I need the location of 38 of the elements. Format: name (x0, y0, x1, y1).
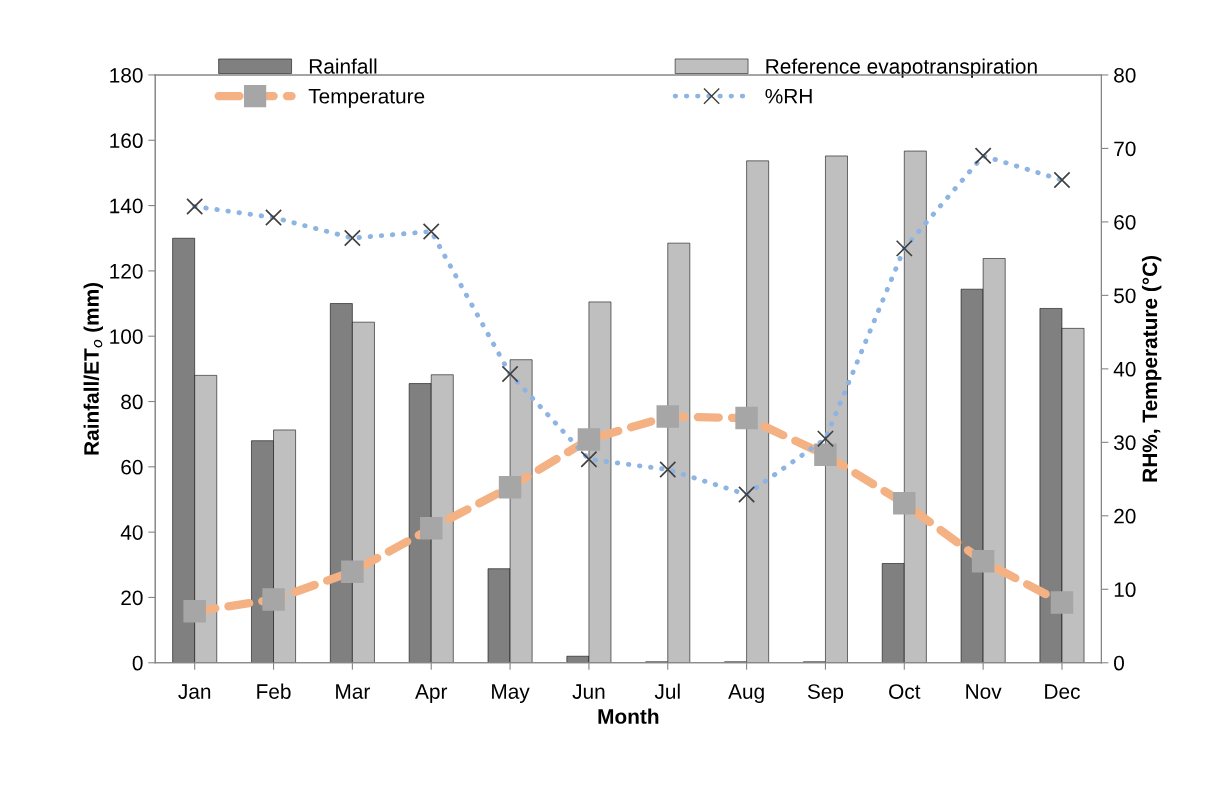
y-tick-label: 40 (120, 525, 143, 540)
y-tick-label: 20 (121, 590, 143, 606)
x-axis-title: Month (598, 708, 659, 724)
y2-axis-title: RH%, Temperature (°C) (1141, 255, 1162, 482)
x-tick-label: Oct (889, 684, 921, 699)
x-tick-label: Mar (336, 684, 370, 699)
y-tick-label: 60 (121, 459, 143, 475)
y2-tick-label: 20 (1114, 508, 1136, 524)
y2-tick-label: 70 (1114, 141, 1136, 157)
x-tick-label: Jun (572, 684, 605, 699)
y-tick-label: 100 (110, 329, 143, 344)
y-tick-label: 140 (110, 198, 143, 214)
x-tick-label: Jan (178, 684, 211, 699)
y2-tick-label: 0 (1114, 655, 1124, 671)
x-tick-label: Sep (807, 684, 844, 704)
legend-label: Temperature (308, 89, 425, 108)
y2-tick-label: 10 (1114, 582, 1136, 598)
x-tick-label: Apr (415, 684, 448, 704)
legend-label: Reference evapotranspiration (766, 58, 1037, 78)
x-tick-label: Feb (257, 683, 291, 699)
x-tick-label: Nov (966, 684, 1002, 699)
y-tick-label: 0 (132, 655, 143, 671)
x-tick-label: Aug (728, 684, 764, 704)
y2-tick-label: 50 (1114, 288, 1136, 304)
y-tick-label: 180 (110, 67, 143, 83)
x-tick-label: Jul (654, 683, 680, 699)
y2-tick-label: 60 (1114, 214, 1136, 230)
x-tick-label: May (492, 684, 530, 704)
x-tick-label: Dec (1045, 684, 1080, 699)
y2-tick-label: 80 (1114, 67, 1136, 83)
y-tick-label: 80 (121, 394, 143, 410)
y-tick-label: 120 (110, 263, 143, 279)
y-axis-title: Rainfall/ET$_{o}$ (mm) (83, 282, 103, 455)
y2-tick-label: 30 (1114, 435, 1136, 451)
y-tick-label: 160 (110, 133, 143, 149)
legend-label: %RH (765, 88, 812, 104)
y2-tick-label: 40 (1113, 361, 1136, 377)
legend-label: Rainfall (309, 58, 377, 74)
